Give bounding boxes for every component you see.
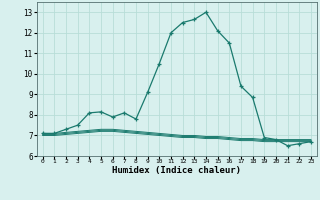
X-axis label: Humidex (Indice chaleur): Humidex (Indice chaleur) [112,166,241,175]
